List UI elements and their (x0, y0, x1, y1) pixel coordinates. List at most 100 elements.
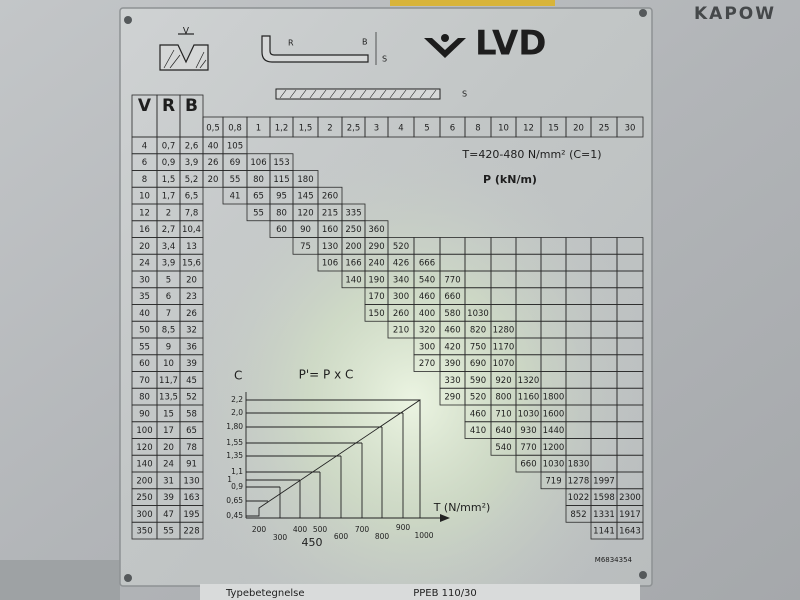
table-value: 60 (139, 359, 150, 369)
thickness-header: 20 (573, 124, 584, 134)
table-value: 180 (297, 175, 313, 185)
t-tick-label: 600 (334, 532, 349, 541)
c-tick-label: 0,9 (231, 482, 243, 491)
table-value: 115 (273, 175, 289, 185)
wall-shadow (0, 560, 120, 600)
t-tick-label: 1000 (414, 531, 433, 540)
die-shape (159, 44, 209, 71)
table-value: 9 (166, 342, 171, 352)
table-cell (179, 521, 204, 540)
table-value: 166 (345, 259, 361, 269)
table-value: 153 (273, 158, 289, 168)
table-value: 35 (139, 292, 150, 302)
lvd-logo-mark (424, 34, 466, 58)
table-value: 460 (444, 326, 460, 336)
step-curve (246, 399, 421, 518)
table-value: 45 (186, 376, 197, 386)
table-value: 1600 (543, 409, 565, 419)
table-value: 55 (230, 175, 241, 185)
axis-label: C (234, 369, 242, 383)
yellow-strip (390, 0, 555, 6)
bent-sheet (261, 35, 369, 63)
thickness-header: 4 (398, 124, 403, 134)
table-value: 1440 (543, 426, 565, 436)
t-tick-label: 800 (375, 532, 390, 541)
thickness-header: 2 (327, 124, 332, 134)
table-value: 1170 (493, 342, 515, 352)
axis-label: T (N/mm²) (433, 501, 491, 514)
table-value: 40 (208, 141, 219, 151)
table-value: 540 (419, 275, 435, 285)
table-value: 2,6 (185, 141, 199, 151)
table-value: 770 (444, 275, 460, 285)
axis-arrow (440, 514, 450, 522)
table-value: 55 (253, 208, 264, 218)
header-cell (616, 116, 644, 138)
table-value: 26 (208, 158, 219, 168)
table-value: 660 (520, 460, 536, 470)
load-table: V R B0,5 0,8 1 1,2 1,5 2 2,5 3 4 5 6 8 10 12 15 20 25 304 0,… (131, 94, 644, 540)
table-value: 390 (444, 359, 460, 369)
t-tick-label: 500 (313, 525, 328, 534)
table-value: 200 (345, 242, 361, 252)
c-tick-label: 2,2 (231, 395, 243, 404)
c-tick-label: 1,55 (226, 438, 243, 447)
logo: LVD (475, 24, 547, 64)
table-value: 69 (230, 158, 241, 168)
table-value: 335 (345, 208, 361, 218)
table-value: 160 (322, 225, 338, 235)
table-value: 1830 (568, 460, 590, 470)
table-cell (616, 521, 644, 540)
table-value: 930 (520, 426, 536, 436)
c-tick-label: 2,0 (231, 408, 243, 417)
table-value: 6 (142, 158, 147, 168)
table-value: 520 (393, 242, 409, 252)
table-value: 7 (166, 309, 171, 319)
table-value: 260 (393, 309, 409, 319)
column-header: R (162, 96, 175, 116)
table-value: 300 (393, 292, 409, 302)
bend-s-label: S (382, 55, 387, 64)
table-value: 23 (186, 292, 197, 302)
table-value: 55 (139, 342, 150, 352)
table-value: 2 (166, 208, 171, 218)
table-value: 290 (444, 393, 460, 403)
table-value: 140 (136, 460, 152, 470)
table-value: 460 (470, 409, 486, 419)
table-value: 250 (345, 225, 361, 235)
table-value: 300 (419, 342, 435, 352)
table-value: 1030 (543, 460, 565, 470)
table-value: 852 (570, 510, 586, 520)
table-value: 10 (139, 192, 150, 202)
column-header: B (185, 96, 198, 116)
table-value: 770 (520, 443, 536, 453)
table-value: 60 (276, 225, 287, 235)
bend-b-label: B (362, 38, 368, 47)
table-value: 58 (186, 409, 197, 419)
table-value: 20 (186, 275, 197, 285)
thickness-header: 25 (599, 124, 610, 134)
table-value: 78 (186, 443, 197, 453)
table-value: 90 (300, 225, 311, 235)
table-value: 8,5 (162, 326, 176, 336)
table-value: 340 (393, 275, 409, 285)
table-value: 17 (163, 426, 174, 436)
thickness-header: 3 (374, 124, 379, 134)
c-tick-label: 1,1 (231, 467, 243, 476)
bend-diagram (261, 32, 377, 65)
table-value: 719 (545, 476, 561, 486)
table-value: 1917 (619, 510, 641, 520)
screws (124, 9, 647, 582)
type-label: Typebetegnelse (225, 588, 305, 599)
table-value: 1,7 (162, 192, 176, 202)
c-tick-label: 1 (227, 475, 232, 484)
table-value: 426 (393, 259, 409, 269)
table-value: 1141 (593, 527, 615, 537)
table-value: 95 (276, 192, 287, 202)
table-value: 80 (276, 208, 287, 218)
punch-label: R (288, 39, 294, 48)
table-value: 1200 (543, 443, 565, 453)
table-value: 1280 (493, 326, 515, 336)
table-value: 820 (470, 326, 486, 336)
table-value: 31 (163, 476, 174, 486)
